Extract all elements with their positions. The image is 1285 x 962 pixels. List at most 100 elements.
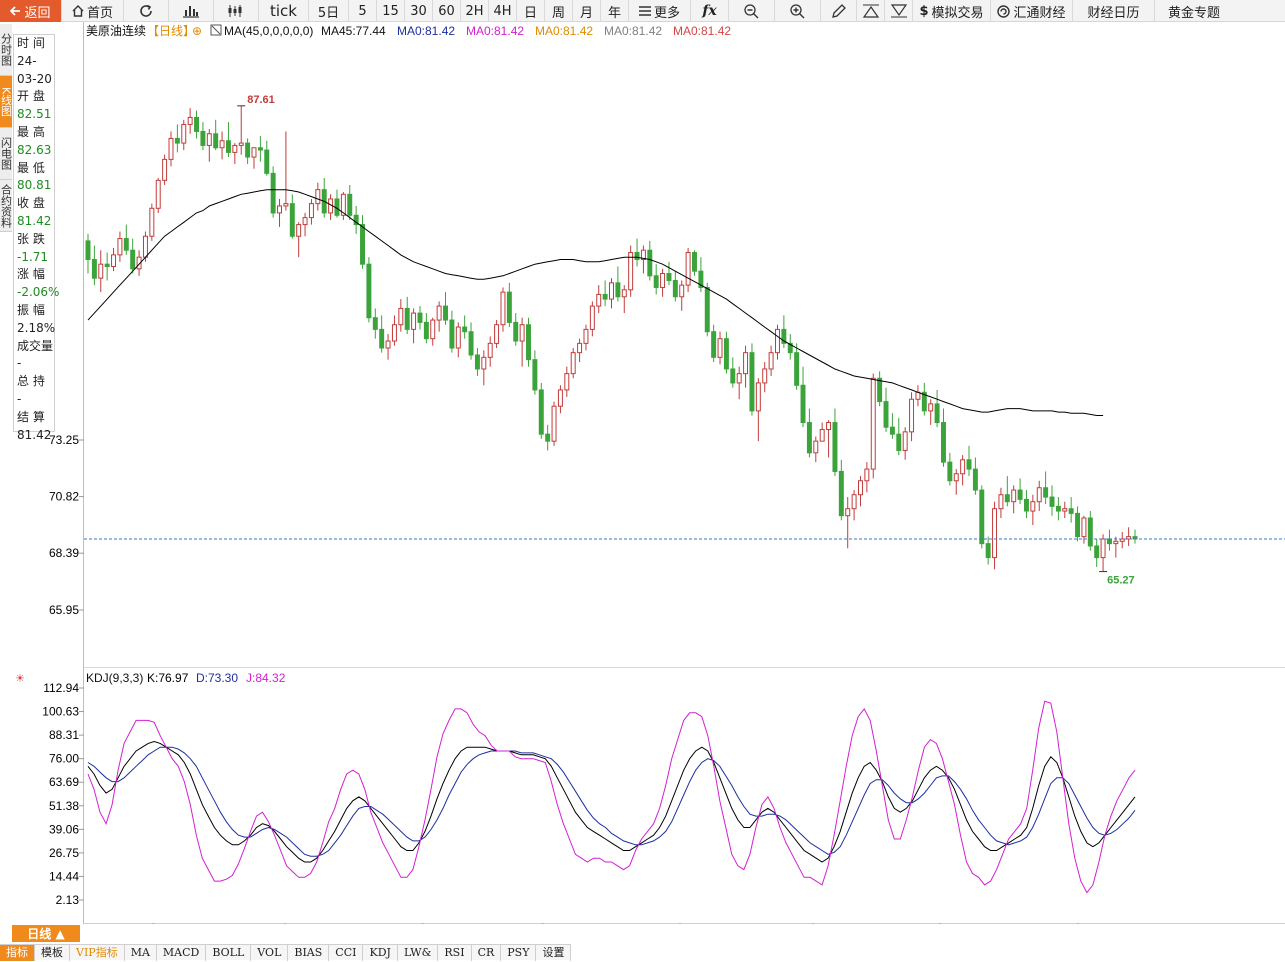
candle: [992, 501, 998, 570]
period-15min-button[interactable]: 15: [377, 0, 405, 22]
candle-body: [1062, 508, 1068, 512]
tab-rsi[interactable]: RSI: [438, 945, 472, 961]
candle-body: [794, 352, 800, 386]
candle: [347, 185, 353, 220]
sim-trade-button[interactable]: $ 模拟交易: [913, 0, 991, 22]
tab-vol[interactable]: VOL: [251, 945, 289, 961]
draw-line-button[interactable]: [821, 0, 857, 22]
candle-body: [532, 359, 538, 391]
period-5min-button[interactable]: 5: [349, 0, 377, 22]
candle: [615, 266, 621, 302]
tab-psy[interactable]: PSY: [501, 945, 537, 961]
candle: [826, 420, 832, 458]
candle-body: [883, 401, 889, 428]
back-arrow-icon: [10, 5, 21, 17]
ma0-value-label: MA0:81.42: [604, 24, 662, 38]
tab-cci[interactable]: CCI: [329, 945, 364, 961]
candle: [238, 105, 244, 155]
triangle-up-button[interactable]: [857, 0, 885, 22]
period-5day-button[interactable]: 5日: [309, 0, 349, 22]
candle-body: [174, 137, 180, 144]
oi-value: -: [17, 391, 22, 406]
period-30min-button[interactable]: 30: [405, 0, 433, 22]
huitong-button[interactable]: 汇通财经: [991, 0, 1073, 22]
settle-value: 81.42: [17, 427, 52, 442]
tab-kline[interactable]: K线图: [0, 76, 13, 128]
period-day-button[interactable]: 日: [517, 0, 545, 22]
high-value: 82.63: [17, 142, 52, 157]
candle: [577, 338, 583, 362]
tab-boll[interactable]: BOLL: [206, 945, 252, 961]
tab-vip-indicator[interactable]: VIP指标: [70, 945, 125, 961]
candle-body: [730, 368, 736, 384]
candle-body: [672, 279, 678, 298]
refresh-button[interactable]: [124, 0, 169, 22]
tab-lw[interactable]: LW&: [398, 945, 439, 961]
zoom-in-button[interactable]: [775, 0, 821, 22]
candle: [411, 308, 417, 344]
candle: [589, 301, 595, 337]
triangle-down-button[interactable]: [885, 0, 913, 22]
period-week-button[interactable]: 周: [545, 0, 573, 22]
period-4h-button[interactable]: 4H: [489, 0, 517, 22]
candle: [245, 138, 251, 165]
price-axis: 73.25 70.82 68.39 65.95: [49, 433, 84, 617]
home-icon: [72, 5, 84, 17]
candle: [315, 182, 321, 211]
kdj-params-label: KDJ(9,3,3): [86, 671, 143, 685]
ma45-line: [87, 189, 1104, 416]
candle-body: [564, 373, 570, 391]
more-button[interactable]: 更多: [629, 0, 691, 22]
candle: [889, 413, 895, 439]
candle-chart-button[interactable]: [214, 0, 259, 22]
candle-body: [1011, 489, 1017, 503]
tab-timeshare[interactable]: 分时图: [0, 24, 13, 76]
candle-body: [481, 356, 487, 370]
tab-template[interactable]: 模板: [35, 945, 70, 961]
tab-settings[interactable]: 设置: [536, 945, 572, 961]
pct-label: 涨 幅: [17, 267, 45, 282]
candle: [277, 198, 283, 227]
zoom-out-button[interactable]: [729, 0, 775, 22]
candle-body: [430, 319, 436, 340]
tab-indicator[interactable]: 指标: [0, 945, 35, 961]
period-60min-button[interactable]: 60: [433, 0, 461, 22]
candle: [838, 459, 844, 521]
ma-params-label: MA(45,0,0,0,0,0): [224, 24, 313, 38]
period-2h-button[interactable]: 2H: [461, 0, 489, 22]
candle: [570, 348, 576, 379]
candle-body: [1094, 545, 1100, 559]
candle-body: [162, 158, 168, 181]
home-button[interactable]: 首页: [62, 0, 124, 22]
gold-topic-button[interactable]: 黄金专题: [1167, 5, 1220, 21]
huitong-label: 汇通财经: [1013, 5, 1066, 21]
tab-kdj[interactable]: KDJ: [363, 945, 398, 961]
vol-label: 成交量: [17, 338, 54, 353]
candle: [596, 285, 602, 314]
tab-macd[interactable]: MACD: [157, 945, 207, 961]
candle-body: [238, 142, 244, 146]
candle: [206, 129, 212, 162]
tab-contract-info[interactable]: 合约资料: [0, 180, 13, 232]
candle-body: [98, 263, 104, 279]
period-month-button[interactable]: 月: [573, 0, 601, 22]
tab-cr[interactable]: CR: [472, 945, 502, 961]
formula-button[interactable]: fx: [691, 0, 729, 22]
candle-body: [296, 224, 302, 237]
back-button[interactable]: 返回: [0, 0, 62, 22]
candle: [257, 136, 263, 162]
candle-body: [685, 252, 691, 286]
candle-body: [372, 317, 378, 330]
day-period-toggle[interactable]: 日线 ▲: [12, 925, 80, 942]
chart-area[interactable]: 73.25 70.82 68.39 65.95 87.61 65.27 112.94 10…: [0, 22, 1285, 924]
candle: [1068, 497, 1074, 523]
tab-bias[interactable]: BIAS: [288, 945, 330, 961]
tab-ma[interactable]: MA: [125, 945, 157, 961]
candle-body: [819, 429, 825, 442]
kline-chart-button[interactable]: [169, 0, 214, 22]
tab-flash[interactable]: 闪电图: [0, 128, 13, 180]
candle-body: [436, 305, 442, 321]
tick-button[interactable]: tick: [259, 0, 309, 22]
period-year-button[interactable]: 年: [601, 0, 629, 22]
calendar-button[interactable]: 财经日历: [1073, 0, 1155, 22]
